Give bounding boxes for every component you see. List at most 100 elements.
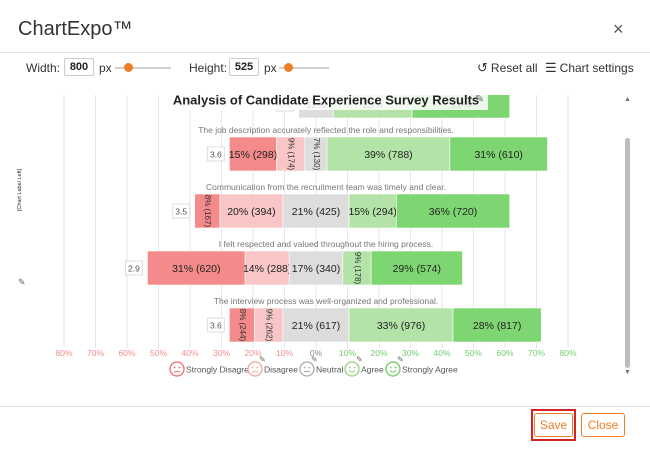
bar-value-label: 21% (617) bbox=[292, 320, 340, 332]
legend-face-mouth bbox=[348, 370, 356, 373]
likert-chart: 3.411%25%31%The job description accurate… bbox=[17, 95, 577, 377]
width-slider-knob[interactable] bbox=[124, 63, 133, 72]
app-title: ChartExpo™ bbox=[18, 18, 133, 40]
width-input[interactable]: 800 bbox=[64, 58, 94, 76]
bar-value-label: 17% (340) bbox=[292, 263, 340, 275]
x-tick-label: 40% bbox=[181, 348, 198, 358]
legend-face-mouth bbox=[251, 370, 259, 373]
row-question-label: The job description accurately reflected… bbox=[198, 125, 454, 135]
legend-face-eye bbox=[251, 366, 254, 369]
chart-settings-label: Chart settings bbox=[559, 61, 634, 75]
bar-value-label: 21% (425) bbox=[292, 206, 340, 218]
bar-value-label: 33% (976) bbox=[377, 320, 425, 332]
bar-segment bbox=[229, 307, 255, 343]
bar-segment bbox=[452, 307, 542, 343]
x-tick-label: 0% bbox=[310, 348, 323, 358]
height-slider-knob[interactable] bbox=[284, 63, 293, 72]
x-tick-label: 10% bbox=[276, 348, 293, 358]
row-score-label: 3.6 bbox=[210, 321, 222, 331]
x-tick-label: 70% bbox=[87, 348, 104, 358]
header-divider bbox=[0, 52, 650, 53]
bar-value-label: 8% (167) bbox=[203, 195, 212, 228]
bar-value-label: 15% (294) bbox=[348, 206, 396, 218]
legend-face-icon bbox=[299, 361, 315, 377]
reset-all-button[interactable]: ↺ Reset all bbox=[477, 60, 538, 76]
bar-value-label: 31% (610) bbox=[474, 149, 522, 161]
row-question-label: Communication from the recruitment team … bbox=[206, 182, 446, 192]
chart-left-label: [Chart Label Left] bbox=[17, 168, 23, 211]
bar-segment bbox=[254, 307, 284, 343]
likert-row: I felt respected and valued throughout t… bbox=[124, 239, 463, 286]
legend-label: Neutral bbox=[316, 365, 344, 375]
bar-segment bbox=[288, 250, 344, 286]
edit-legend-icon: ✎ bbox=[259, 355, 266, 364]
bar-value-label: 9% (174) bbox=[287, 138, 296, 171]
bar-segment bbox=[282, 307, 350, 343]
close-button[interactable]: Close bbox=[581, 413, 625, 437]
bar-value-label: 20% (394) bbox=[227, 206, 275, 218]
x-tick-label: 20% bbox=[244, 348, 261, 358]
bar-value-label: 36% (720) bbox=[429, 206, 477, 218]
close-icon[interactable]: × bbox=[613, 19, 624, 39]
bar-segment bbox=[370, 250, 463, 286]
legend-face-icon bbox=[247, 361, 263, 377]
row-score-box bbox=[124, 260, 143, 276]
x-tick-label: 30% bbox=[213, 348, 230, 358]
row-score-label: 3.6 bbox=[210, 150, 222, 160]
bar-value-label: 9% (178) bbox=[353, 252, 362, 285]
row-score-box bbox=[172, 203, 191, 219]
bar-value-label: 31% (620) bbox=[172, 263, 220, 275]
scroll-down-icon[interactable]: ▼ bbox=[624, 369, 631, 376]
bar-segment bbox=[229, 136, 277, 172]
legend-label: Strongly Disagree bbox=[186, 365, 254, 375]
legend-face-eye bbox=[389, 366, 392, 369]
legend-face-icon bbox=[344, 361, 360, 377]
x-tick-label: 50% bbox=[150, 348, 167, 358]
x-tick-label: 50% bbox=[465, 348, 482, 358]
bar-value-label: 28% (817) bbox=[473, 320, 521, 332]
row-score-label: 2.9 bbox=[128, 264, 140, 274]
row-score-box bbox=[206, 317, 225, 333]
x-tick-label: 60% bbox=[496, 348, 513, 358]
legend-face-eye bbox=[308, 366, 311, 369]
legend-face-mouth bbox=[173, 370, 181, 373]
row-question-label: I felt respected and valued throughout t… bbox=[219, 239, 434, 249]
bar-segment bbox=[396, 193, 511, 229]
vertical-scrollbar-thumb[interactable] bbox=[625, 138, 630, 368]
width-slider-track[interactable] bbox=[115, 67, 171, 69]
save-highlight bbox=[531, 409, 576, 441]
save-button[interactable]: Save bbox=[534, 413, 573, 437]
edit-left-label-icon: ✎ bbox=[18, 277, 26, 287]
x-tick-label: 30% bbox=[402, 348, 419, 358]
bar-segment bbox=[449, 136, 548, 172]
reset-icon: ↺ bbox=[477, 60, 488, 75]
x-tick-label: 80% bbox=[55, 348, 72, 358]
legend-face-eye bbox=[348, 366, 351, 369]
title-band bbox=[168, 95, 488, 110]
likert-row: Communication from the recruitment team … bbox=[172, 182, 511, 229]
bar-value-label: 8% (244) bbox=[238, 309, 247, 342]
sliders-icon: ☰ bbox=[545, 60, 557, 75]
x-tick-label: 70% bbox=[528, 348, 545, 358]
bar-segment bbox=[342, 250, 372, 286]
bar-value-label: 15% (298) bbox=[229, 149, 277, 161]
height-input[interactable]: 525 bbox=[229, 58, 259, 76]
legend-label: Disagree bbox=[264, 365, 298, 375]
chart-settings-button[interactable]: ☰ Chart settings bbox=[545, 60, 634, 76]
width-unit: px bbox=[99, 61, 112, 75]
chart-title: Analysis of Candidate Experience Survey … bbox=[173, 95, 479, 108]
height-label: Height: bbox=[189, 61, 228, 75]
chart-viewport[interactable]: 3.411%25%31%The job description accurate… bbox=[8, 95, 630, 380]
height-slider-track[interactable] bbox=[279, 67, 329, 69]
scroll-up-icon[interactable]: ▲ bbox=[624, 96, 631, 103]
width-label: Width: bbox=[26, 61, 61, 75]
legend-face-icon bbox=[385, 361, 401, 377]
edit-legend-icon: ✎ bbox=[311, 355, 318, 364]
x-tick-label: 10% bbox=[339, 348, 356, 358]
x-tick-label: 60% bbox=[118, 348, 135, 358]
x-tick-label: 80% bbox=[559, 348, 576, 358]
bar-value-label: 7% (130) bbox=[312, 138, 321, 171]
bar-segment bbox=[244, 250, 290, 286]
bar-segment bbox=[147, 250, 246, 286]
